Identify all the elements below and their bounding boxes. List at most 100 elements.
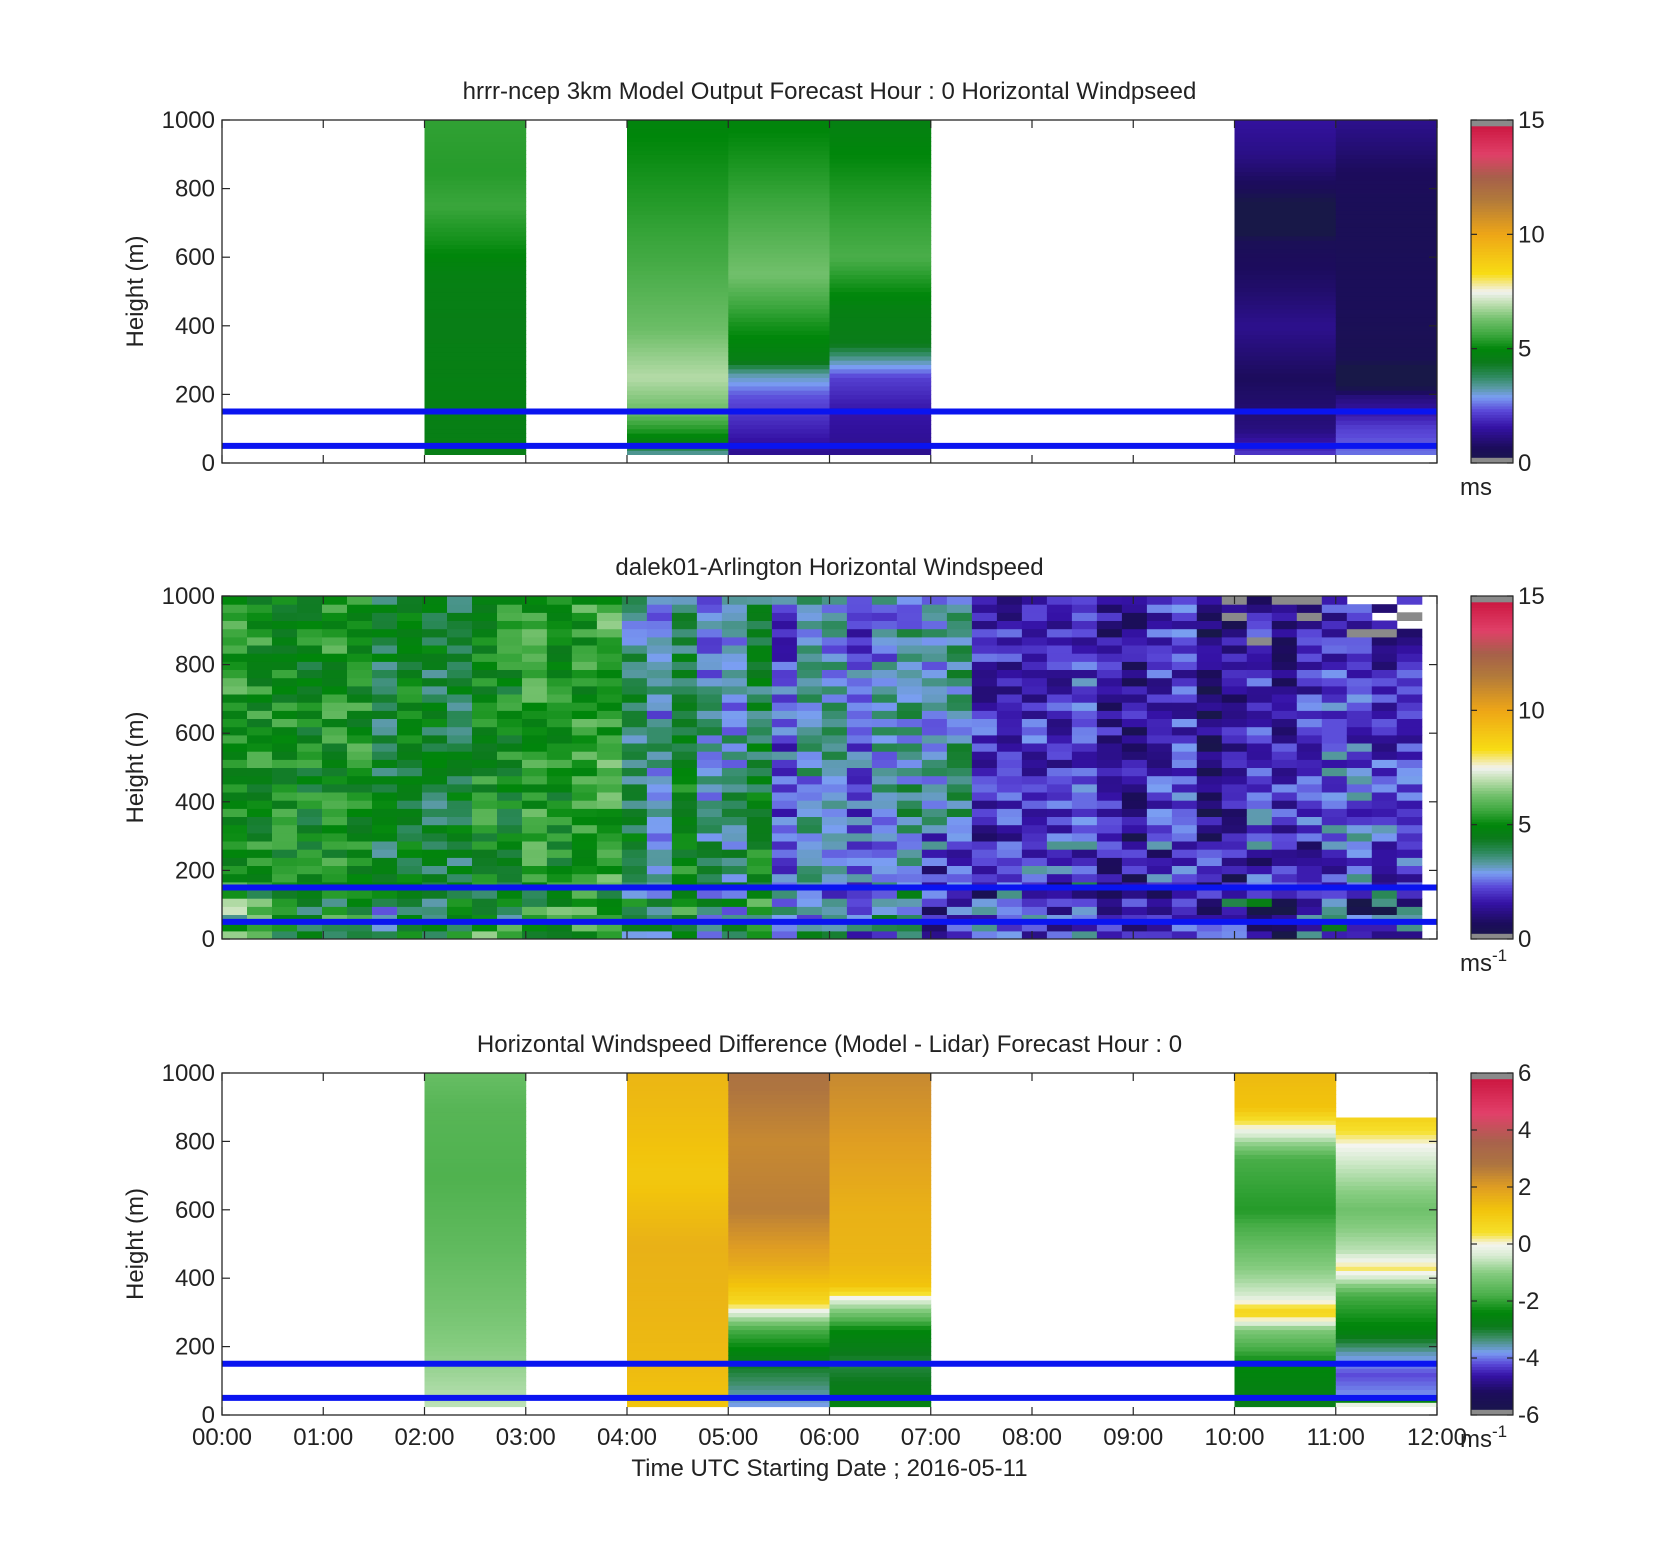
- heatmap-cell: [1346, 808, 1373, 817]
- colorbar-segment: [1471, 927, 1513, 931]
- heatmap-cell: [1335, 437, 1438, 443]
- heatmap-cell: [728, 154, 830, 160]
- heatmap-cell: [222, 906, 248, 915]
- heatmap-cell: [671, 628, 698, 638]
- heatmap-cell: [1296, 604, 1323, 613]
- heatmap-cell: [829, 377, 932, 383]
- heatmap-cell: [871, 759, 898, 768]
- heatmap-cell: [1335, 420, 1438, 425]
- colorbar-segment: [1471, 374, 1513, 378]
- colorbar-segment: [1471, 744, 1513, 748]
- colorbar-segment: [1471, 596, 1513, 600]
- heatmap-cell: [1234, 295, 1337, 301]
- heatmap-cell: [671, 906, 698, 915]
- colorbar-segment: [1471, 308, 1513, 312]
- heatmap-cell: [424, 180, 527, 185]
- heatmap-cell: [728, 312, 830, 318]
- colorbar-segment: [1471, 698, 1513, 703]
- heatmap-cell: [871, 930, 898, 940]
- heatmap-cell: [621, 873, 648, 883]
- heatmap-cell: [571, 865, 598, 875]
- heatmap-cell: [1234, 274, 1337, 280]
- heatmap-cell: [1071, 612, 1098, 621]
- heatmap-cell: [1146, 751, 1173, 760]
- heatmap-cell: [247, 661, 273, 670]
- heatmap-cell: [829, 325, 932, 331]
- heatmap-cell: [1335, 1253, 1438, 1259]
- heatmap-cell: [1271, 645, 1298, 654]
- heatmap-cell: [1196, 685, 1223, 695]
- heatmap-cell: [1246, 743, 1273, 752]
- heatmap-cell: [397, 669, 423, 679]
- heatmap-cell: [1321, 726, 1348, 736]
- heatmap-cell: [1121, 873, 1148, 883]
- heatmap-cell: [1071, 596, 1098, 605]
- heatmap-cell: [1234, 1402, 1337, 1408]
- heatmap-cell: [424, 1171, 527, 1177]
- heatmap-cell: [571, 628, 598, 638]
- colorbar-segment: [1471, 790, 1513, 794]
- heatmap-cell: [596, 922, 623, 932]
- heatmap-cell: [821, 661, 848, 670]
- heatmap-cell: [621, 645, 648, 654]
- heatmap-cell: [1396, 645, 1423, 654]
- heatmap-cell: [1196, 694, 1223, 703]
- heatmap-cell: [472, 800, 498, 809]
- heatmap-cell: [1021, 767, 1048, 777]
- heatmap-cell: [1346, 849, 1373, 858]
- heatmap-cell: [272, 775, 298, 785]
- heatmap-cell: [728, 222, 830, 228]
- heatmap-cell: [627, 231, 729, 237]
- heatmap-cell: [247, 726, 273, 736]
- heatmap-cell: [522, 857, 548, 866]
- colorbar-segment: [1471, 1212, 1513, 1216]
- heatmap-cell: [422, 661, 448, 670]
- heatmap-cell: [1296, 808, 1323, 817]
- heatmap-cell: [1335, 261, 1438, 267]
- heatmap-cell: [272, 824, 298, 834]
- heatmap-cell: [497, 620, 523, 630]
- heatmap-cell: [1335, 295, 1438, 301]
- heatmap-cell: [497, 694, 523, 703]
- heatmap-cell: [646, 685, 673, 695]
- heatmap-cell: [422, 751, 448, 760]
- heatmap-cell: [222, 685, 248, 695]
- heatmap-cell: [946, 669, 973, 679]
- heatmap-cell: [627, 368, 729, 374]
- heatmap-cell: [424, 141, 527, 147]
- heatmap-cell: [1396, 726, 1423, 736]
- heatmap-cell: [627, 1380, 729, 1386]
- heatmap-cell: [1234, 120, 1337, 125]
- heatmap-cell: [424, 381, 527, 387]
- heatmap-cell: [1335, 192, 1438, 198]
- heatmap-cell: [1335, 1304, 1438, 1310]
- heatmap-cell: [771, 906, 798, 915]
- heatmap-cell: [424, 1325, 527, 1331]
- heatmap-cell: [1246, 857, 1273, 866]
- heatmap-cell: [971, 841, 998, 850]
- heatmap-cell: [1321, 743, 1348, 752]
- heatmap-cell: [921, 873, 948, 883]
- heatmap-cell: [728, 450, 830, 455]
- heatmap-cell: [1335, 222, 1438, 228]
- colorbar-segment: [1471, 767, 1513, 771]
- heatmap-cell: [871, 898, 898, 907]
- heatmap-cell: [1234, 227, 1337, 233]
- heatmap-cell: [996, 930, 1023, 940]
- heatmap-cell: [322, 718, 348, 728]
- colorbar-segment: [1471, 1218, 1513, 1222]
- heatmap-cell: [728, 240, 830, 245]
- heatmap-cell: [322, 800, 348, 809]
- heatmap-cell: [627, 244, 729, 250]
- heatmap-cell: [1371, 832, 1398, 842]
- heatmap-cell: [497, 677, 523, 687]
- heatmap-cell: [1196, 930, 1223, 940]
- heatmap-cell: [621, 800, 648, 809]
- colorbar-segment: [1471, 291, 1513, 295]
- heatmap-cell: [1234, 222, 1337, 228]
- heatmap-cell: [546, 841, 573, 850]
- heatmap-cell: [1234, 1261, 1337, 1266]
- heatmap-cell: [571, 767, 598, 777]
- heatmap-cell: [472, 832, 498, 842]
